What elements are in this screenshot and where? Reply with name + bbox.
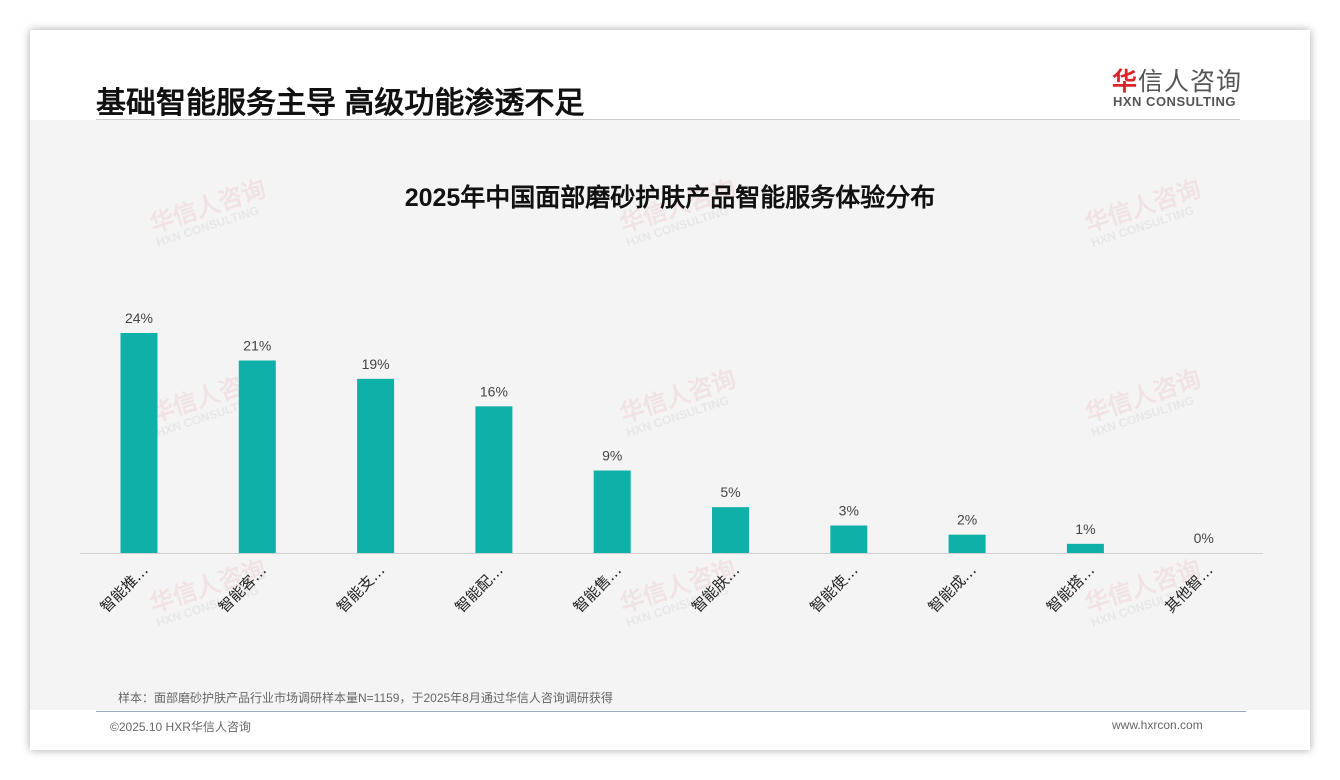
website: www.hxrcon.com	[1112, 718, 1203, 732]
bar	[830, 525, 868, 553]
x-tick-label: 智能客…	[215, 561, 270, 616]
data-label: 1%	[1075, 521, 1095, 537]
x-tick-label: 智能肤…	[688, 561, 743, 616]
chart-title: 2025年中国面部磨砂护肤产品智能服务体验分布	[404, 184, 936, 212]
bar	[238, 360, 276, 553]
x-tick-label: 智能售…	[570, 561, 625, 616]
x-tick-label: 智能使…	[806, 561, 861, 616]
data-label: 2%	[957, 512, 977, 528]
x-tick-label: 智能搭…	[1043, 561, 1098, 616]
x-tick-label: 其他智…	[1161, 561, 1216, 616]
data-label: 0%	[1194, 530, 1214, 546]
page-title: 基础智能服务主导 高级功能渗透不足	[96, 87, 585, 120]
logo: 华信人咨询	[1112, 68, 1243, 96]
bar	[593, 470, 631, 553]
sample-note: 样本：面部磨砂护肤产品行业市场调研样本量N=1159，于2025年8月通过华信人…	[118, 691, 613, 705]
bar	[712, 507, 749, 553]
data-label: 24%	[125, 310, 153, 326]
footer-divider	[96, 711, 1246, 712]
bar	[357, 378, 395, 553]
bar	[475, 406, 513, 553]
x-tick-label: 智能配…	[452, 561, 507, 616]
bar	[948, 534, 986, 553]
copyright: ©2025.10 HXR华信人咨询	[110, 720, 251, 734]
bar	[120, 333, 158, 553]
data-label: 5%	[720, 484, 740, 500]
data-label: 19%	[362, 356, 390, 372]
x-tick-label: 智能支…	[333, 561, 388, 616]
x-tick-label: 智能推…	[97, 561, 152, 616]
title-divider	[96, 119, 1240, 120]
bar	[1066, 543, 1104, 553]
logo-en: HXN CONSULTING	[1113, 94, 1237, 109]
data-label: 16%	[480, 383, 508, 399]
x-tick-label: 智能成…	[925, 561, 980, 616]
data-label: 21%	[243, 338, 271, 354]
data-label: 9%	[602, 448, 622, 464]
data-label: 3%	[839, 503, 859, 519]
